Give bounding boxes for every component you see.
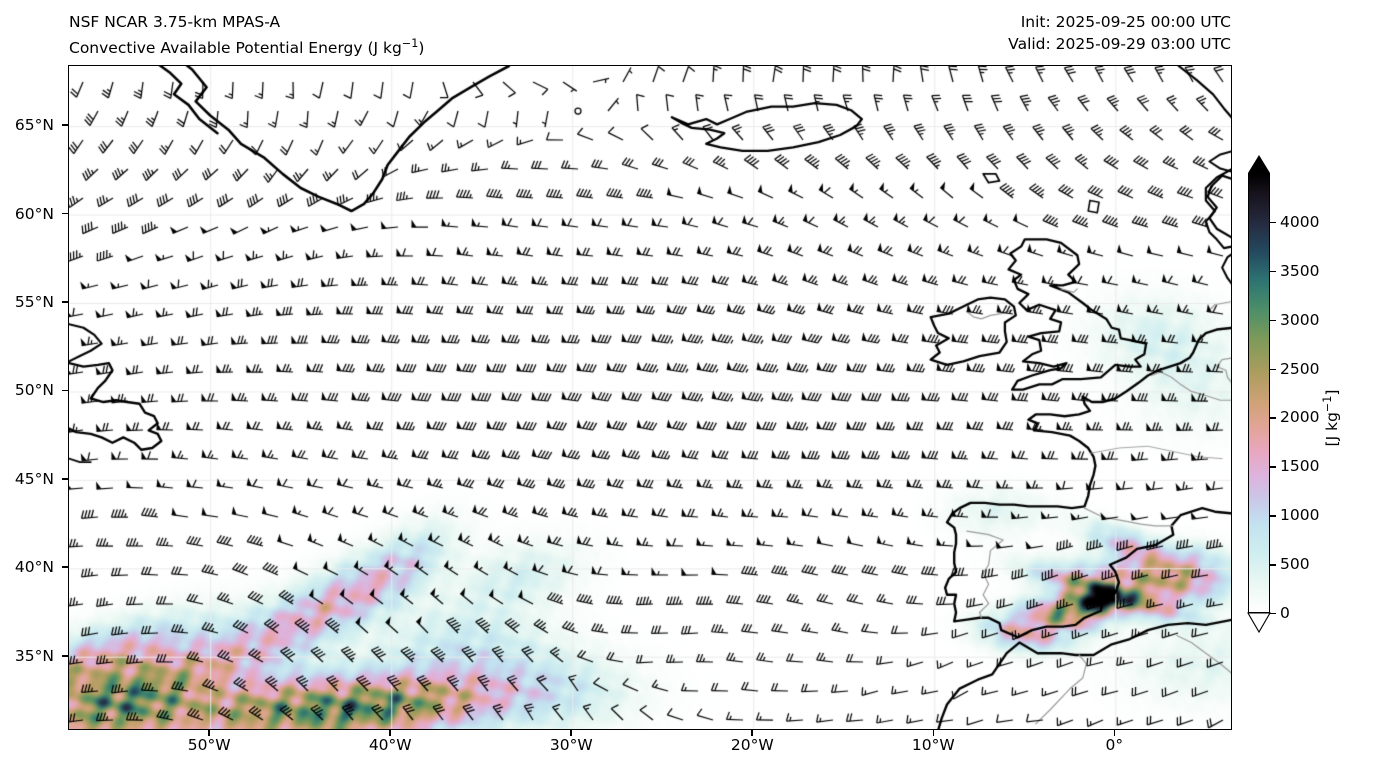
lat-tick-mark: [62, 389, 68, 392]
colorbar-tick-mark: [1270, 368, 1276, 370]
latitude-axis: 35°N 40°N 45°N 50°N 55°N 60°N 65°N: [0, 0, 68, 775]
colorbar-tick-label: 3500: [1280, 261, 1320, 280]
colorbar-tick-mark: [1270, 515, 1276, 517]
colorbar-gradient: [1248, 173, 1270, 613]
lat-tick-mark: [62, 124, 68, 126]
lat-tick-mark: [62, 212, 68, 215]
lon-tick-mark: [932, 730, 935, 736]
lon-tick-mark: [1113, 730, 1116, 736]
lat-tick-mark: [62, 478, 68, 480]
colorbar-tick-mark: [1270, 613, 1276, 615]
lat-tick-label: 60°N: [14, 204, 54, 223]
lat-tick-label: 65°N: [14, 116, 54, 135]
lon-tick-mark: [389, 730, 392, 736]
lon-tick-mark: [751, 730, 754, 736]
lat-tick-label: 55°N: [14, 292, 54, 311]
valid-time: Valid: 2025-09-29 03:00 UTC: [1008, 35, 1231, 53]
map-canvas-wrap: [69, 66, 1231, 729]
colorbar-tick-label: 500: [1280, 555, 1310, 574]
colorbar-tick-mark: [1270, 319, 1276, 322]
colorbar-tick-label: 4000: [1280, 212, 1320, 231]
colorbar-tick-mark: [1270, 564, 1276, 566]
lat-tick-label: 40°N: [14, 558, 54, 577]
lon-tick-label: 0°: [1105, 736, 1124, 754]
colorbar[interactable]: 0 500 1000 1500 2000 2500 3000 3500 4000: [1247, 155, 1319, 634]
map-plot-area: [68, 65, 1232, 730]
lat-tick-mark: [62, 654, 68, 657]
lon-tick-label: 30°W: [549, 736, 593, 754]
lon-tick-label: 20°W: [730, 736, 774, 754]
lon-tick-label: 50°W: [187, 736, 231, 754]
lat-tick-mark: [62, 301, 68, 303]
lon-tick-label: 10°W: [911, 736, 955, 754]
colorbar-tick-label: 1500: [1280, 457, 1320, 476]
colorbar-tick-mark: [1270, 417, 1276, 419]
init-time: Init: 2025-09-25 00:00 UTC: [1020, 13, 1231, 31]
lat-tick-mark: [62, 566, 68, 569]
lat-tick-label: 35°N: [14, 646, 54, 665]
colorbar-axis-label: [J kg−1]: [1320, 389, 1342, 447]
wind-barb-layer: [69, 66, 1231, 729]
colorbar-tick-mark: [1270, 221, 1276, 224]
colorbar-tick-label: 1000: [1280, 506, 1320, 525]
lat-tick-label: 45°N: [14, 469, 54, 488]
colorbar-tick-mark: [1270, 466, 1276, 468]
header-left: NSF NCAR 3.75-km MPAS-A Convective Avail…: [69, 11, 424, 59]
model-title: NSF NCAR 3.75-km MPAS-A: [69, 13, 281, 31]
colorbar-extend-max-arrow: [1248, 155, 1270, 173]
lon-tick-mark: [208, 730, 210, 736]
colorbar-tick-label: 2500: [1280, 359, 1320, 378]
lon-tick-mark: [570, 730, 573, 736]
header-right: Init: 2025-09-25 00:00 UTC Valid: 2025-0…: [1008, 11, 1231, 55]
colorbar-tick-mark: [1270, 270, 1276, 273]
field-title: Convective Available Potential Energy (J…: [69, 37, 425, 58]
colorbar-tick-label: 0: [1280, 604, 1290, 622]
colorbar-tick-label: 3000: [1280, 310, 1320, 329]
lat-tick-label: 50°N: [14, 381, 54, 400]
colorbar-extend-min-arrow: [1247, 612, 1271, 634]
colorbar-tick-label: 2000: [1280, 408, 1320, 427]
lon-tick-label: 40°W: [368, 736, 412, 754]
